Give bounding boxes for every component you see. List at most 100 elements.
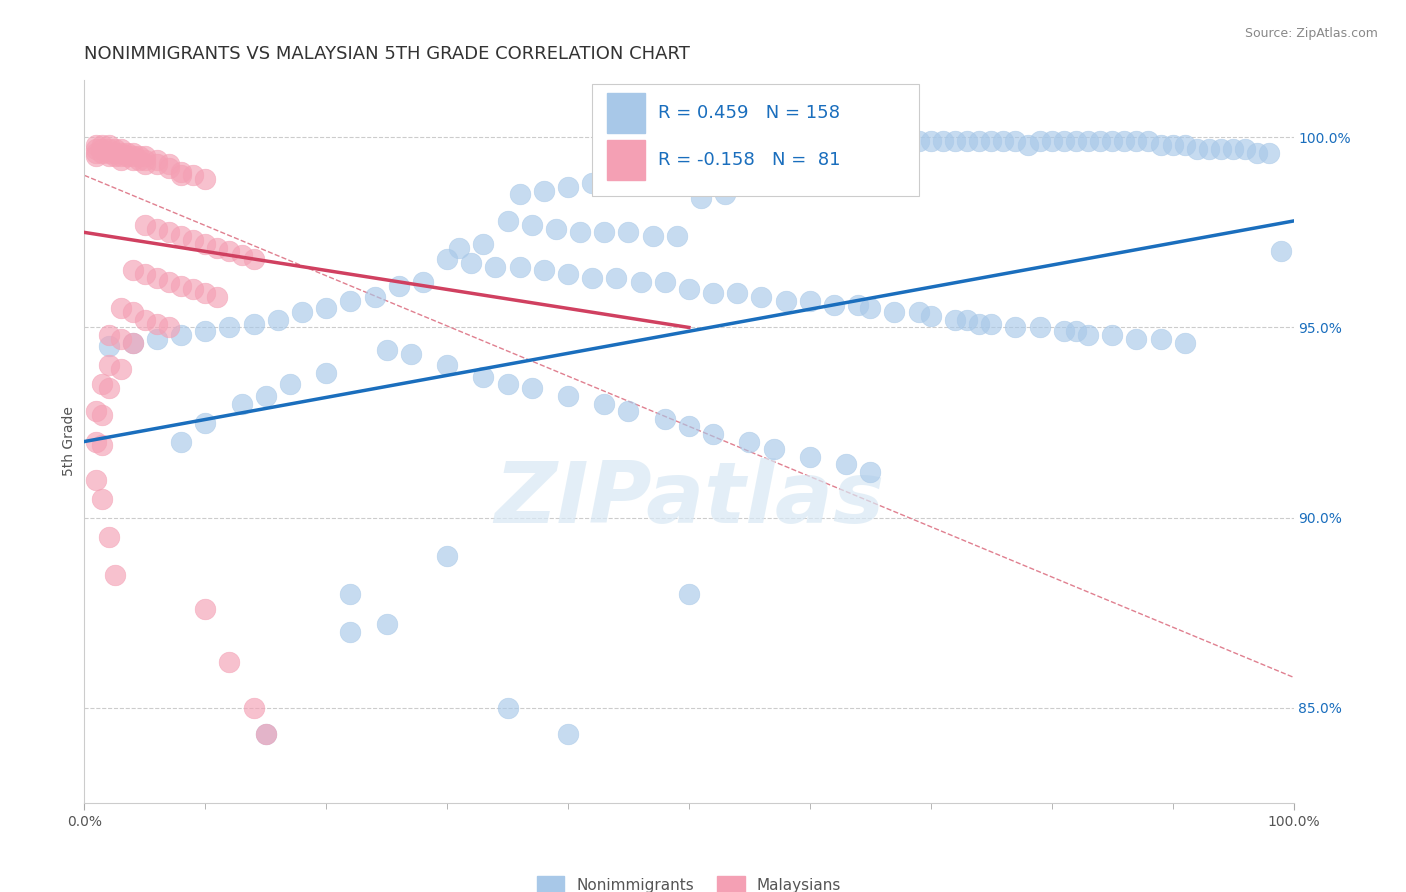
Point — [714, 187, 737, 202]
Point — [194, 172, 217, 186]
Point — [121, 335, 143, 350]
Point — [157, 226, 180, 240]
Point — [134, 153, 156, 168]
Point — [207, 241, 229, 255]
FancyBboxPatch shape — [607, 140, 645, 179]
Point — [678, 157, 700, 171]
Y-axis label: 5th Grade: 5th Grade — [62, 407, 76, 476]
Point — [702, 426, 724, 441]
Point — [1053, 134, 1076, 148]
Point — [799, 293, 821, 308]
Point — [86, 137, 108, 152]
Point — [1125, 332, 1147, 346]
Point — [121, 305, 143, 319]
Point — [242, 700, 264, 714]
Point — [194, 416, 217, 430]
Point — [544, 221, 567, 235]
Point — [1114, 134, 1136, 148]
Point — [1174, 335, 1197, 350]
Point — [920, 309, 942, 323]
Text: NONIMMIGRANTS VS MALAYSIAN 5TH GRADE CORRELATION CHART: NONIMMIGRANTS VS MALAYSIAN 5TH GRADE COR… — [84, 45, 690, 62]
Point — [97, 145, 120, 160]
Point — [128, 149, 150, 163]
Point — [593, 396, 616, 410]
Point — [496, 214, 519, 228]
Point — [1161, 137, 1184, 152]
Point — [207, 290, 229, 304]
Point — [956, 313, 979, 327]
Point — [1077, 328, 1099, 343]
Point — [218, 320, 240, 334]
Point — [86, 142, 108, 156]
Point — [1004, 320, 1026, 334]
Point — [1101, 134, 1123, 148]
Point — [436, 252, 458, 266]
Point — [993, 134, 1015, 148]
FancyBboxPatch shape — [592, 84, 918, 196]
Point — [110, 149, 132, 163]
Point — [605, 271, 627, 285]
Point — [97, 530, 120, 544]
Legend: Nonimmigrants, Malaysians: Nonimmigrants, Malaysians — [529, 868, 849, 892]
Point — [157, 161, 180, 175]
Point — [956, 134, 979, 148]
Point — [110, 153, 132, 168]
Point — [91, 145, 114, 160]
Text: Source: ZipAtlas.com: Source: ZipAtlas.com — [1244, 27, 1378, 40]
Point — [146, 157, 169, 171]
Point — [399, 347, 422, 361]
Point — [883, 134, 905, 148]
Point — [775, 293, 797, 308]
Point — [1209, 142, 1232, 156]
Point — [134, 157, 156, 171]
Point — [1198, 142, 1220, 156]
Point — [110, 301, 132, 316]
Point — [181, 282, 204, 296]
Point — [146, 332, 169, 346]
Point — [943, 313, 966, 327]
Point — [146, 271, 169, 285]
Point — [569, 226, 592, 240]
Point — [86, 473, 108, 487]
Point — [967, 134, 990, 148]
Point — [170, 229, 193, 244]
Point — [254, 389, 277, 403]
Point — [581, 176, 603, 190]
Point — [315, 366, 337, 380]
Point — [1077, 134, 1099, 148]
Point — [1174, 137, 1197, 152]
Point — [121, 149, 143, 163]
Point — [115, 149, 138, 163]
Point — [605, 172, 627, 186]
Point — [665, 229, 688, 244]
Point — [520, 218, 543, 232]
Point — [194, 602, 217, 616]
Point — [91, 137, 114, 152]
Point — [617, 404, 640, 418]
Point — [1064, 134, 1087, 148]
Point — [1185, 142, 1208, 156]
Point — [1270, 244, 1292, 259]
Point — [762, 442, 785, 457]
Point — [630, 275, 652, 289]
Point — [1149, 332, 1171, 346]
Point — [472, 236, 495, 251]
Point — [846, 298, 869, 312]
Point — [339, 624, 361, 639]
Point — [91, 438, 114, 452]
Point — [254, 727, 277, 741]
Point — [581, 271, 603, 285]
Point — [738, 145, 761, 160]
Point — [1137, 134, 1160, 148]
Point — [1017, 137, 1039, 152]
Point — [121, 153, 143, 168]
Point — [725, 286, 748, 301]
Point — [678, 282, 700, 296]
Point — [436, 549, 458, 563]
Point — [104, 567, 127, 582]
Point — [907, 134, 929, 148]
Point — [1053, 324, 1076, 338]
Point — [194, 324, 217, 338]
Point — [1125, 134, 1147, 148]
Point — [654, 164, 676, 178]
